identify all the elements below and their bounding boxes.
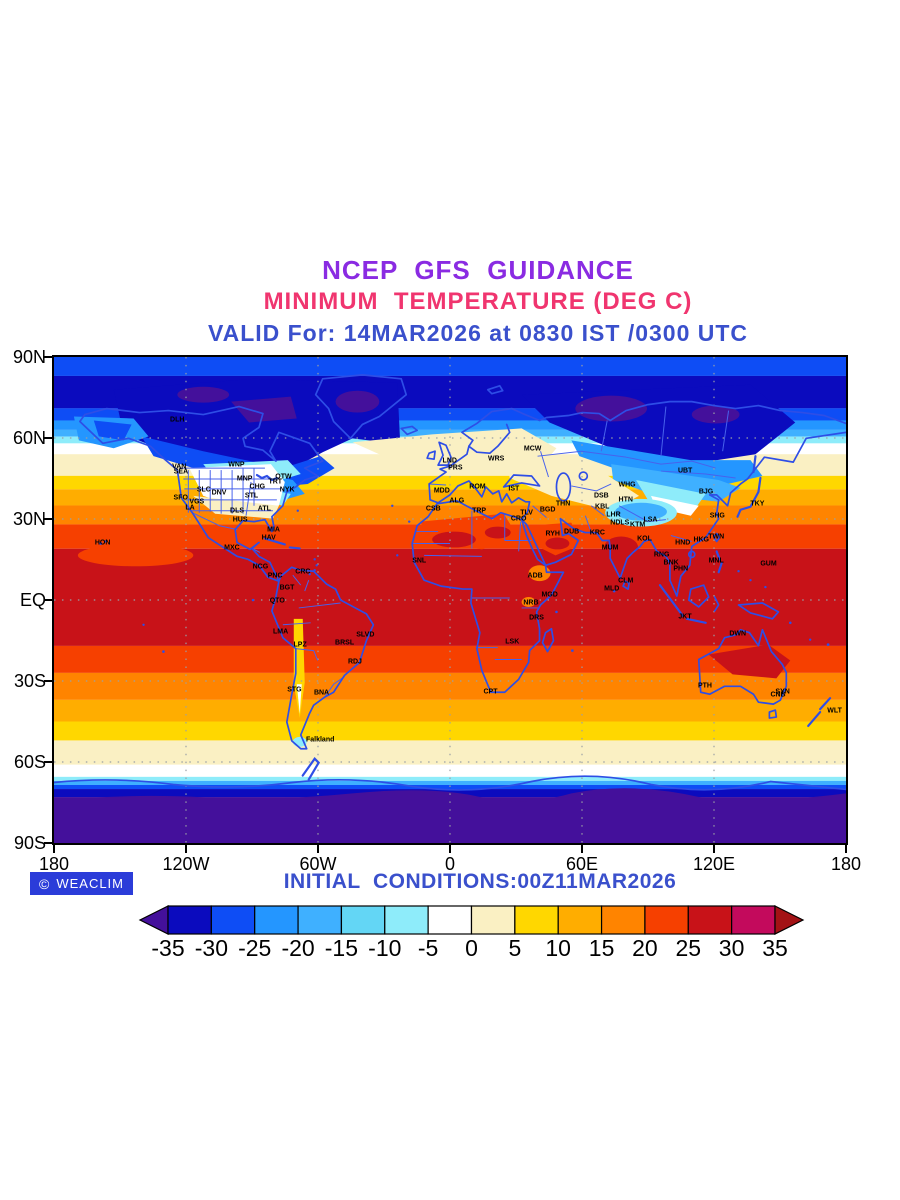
lat-label: 60N (12, 428, 46, 448)
temperature-colorbar: -35 -30 -25 -20 -15 -10 -5 0 5 10 15 20 25 30 35 (138, 905, 805, 960)
lat-label: 90S (13, 833, 46, 853)
lat-label: EQ (19, 590, 46, 610)
badge-label: WEACLIM (56, 876, 124, 891)
colorbar-level-label: 25 (676, 935, 702, 960)
colorbar-level-label: -15 (325, 935, 358, 960)
lon-tick (581, 845, 583, 853)
colorbar-level-label: 30 (719, 935, 745, 960)
lat-tick (44, 842, 53, 844)
lat-tick (44, 761, 53, 763)
colorbar-level-label: 20 (632, 935, 658, 960)
lon-label: 0 (444, 854, 455, 874)
lat-label: 60S (13, 752, 46, 772)
lon-tick (449, 845, 451, 853)
lon-label: 120W (162, 854, 210, 874)
lat-label: 30N (12, 509, 46, 529)
lon-tick (185, 845, 187, 853)
weaclim-badge: © WEACLIM (30, 872, 133, 895)
lon-label: 60E (565, 854, 599, 874)
country-state-borders (179, 450, 736, 698)
lat-tick (44, 518, 53, 520)
variable-subtitle: MINIMUM TEMPERATURE (DEG C) (263, 288, 693, 315)
colorbar-level-label: -5 (418, 935, 438, 960)
colorbar-level-label: 0 (465, 935, 478, 960)
lat-tick (44, 599, 53, 601)
colorbar-level-label: -10 (368, 935, 401, 960)
colorbar-level-label: 15 (589, 935, 615, 960)
lon-tick (317, 845, 319, 853)
colorbar-level-label: -25 (238, 935, 271, 960)
map-canvas (54, 357, 846, 843)
coastlines (54, 374, 846, 791)
lon-label: 180 (38, 854, 70, 874)
valid-time-subtitle: VALID For: 14MAR2026 at 0830 IST /0300 U… (207, 320, 749, 346)
colorbar-level-label: -30 (195, 935, 228, 960)
colorbar-level-label: 10 (545, 935, 571, 960)
colorbar-level-label: -20 (281, 935, 314, 960)
lon-label: 180 (830, 854, 862, 874)
lon-tick (53, 845, 55, 853)
lat-tick (44, 680, 53, 682)
lat-tick (44, 356, 53, 358)
lon-tick (845, 845, 847, 853)
colorbar-level-label: 5 (509, 935, 522, 960)
page-title: NCEP GFS GUIDANCE (322, 255, 634, 285)
colorbar-level-label: -35 (151, 935, 184, 960)
lat-label: 30S (13, 671, 46, 691)
lon-label: 60W (299, 854, 337, 874)
lat-tick (44, 437, 53, 439)
colorbar-level-label: 35 (762, 935, 788, 960)
temperature-anomaly-regions (54, 378, 846, 843)
lat-label: 90N (12, 347, 46, 367)
lon-label: 120E (692, 854, 736, 874)
initial-conditions-text: INITIAL CONDITIONS:00Z11MAR2026 (283, 870, 677, 893)
lon-tick (713, 845, 715, 853)
world-temperature-map (52, 355, 848, 845)
copyright-icon: © (39, 875, 51, 892)
